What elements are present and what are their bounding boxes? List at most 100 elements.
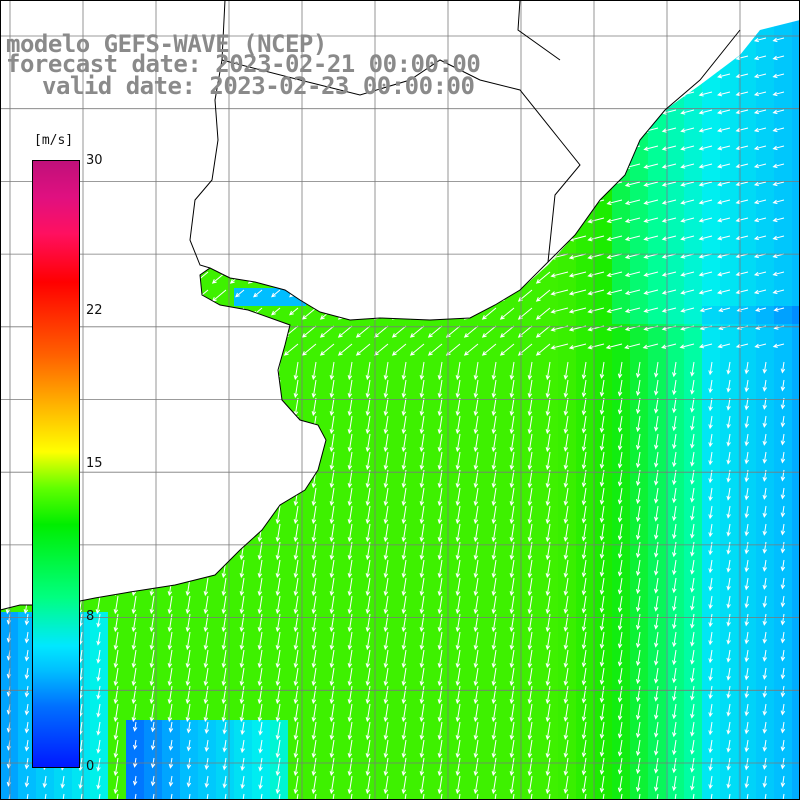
wind-arrow [680, 253, 695, 259]
wind-arrow [391, 145, 407, 158]
wind-arrow [735, 55, 749, 61]
wind-arrow [427, 181, 443, 194]
wind-arrow [617, 739, 623, 757]
wind-arrow [563, 505, 569, 524]
wind-arrow [568, 37, 587, 44]
wind-arrow [617, 361, 623, 379]
wind-arrow [103, 325, 119, 338]
wind-arrow [744, 451, 749, 465]
wind-arrow [347, 721, 353, 741]
wind-arrow [391, 127, 407, 140]
wind-arrow [473, 595, 479, 615]
wind-arrow [527, 721, 533, 741]
wind-arrow [708, 685, 713, 700]
wind-arrow [643, 163, 659, 169]
wind-arrow [581, 559, 587, 578]
wind-arrow [24, 613, 30, 626]
wind-arrow [437, 379, 443, 399]
wind-arrow [132, 757, 138, 768]
wind-arrow [527, 523, 533, 543]
wind-arrow [113, 739, 119, 759]
wind-arrow [131, 631, 137, 651]
wind-arrow [772, 20, 785, 25]
wind-arrow [437, 631, 443, 651]
wind-arrow [329, 559, 335, 579]
wind-arrow [708, 433, 713, 448]
wind-arrow [365, 775, 371, 795]
wind-arrow [257, 487, 263, 507]
wind-arrow [31, 109, 47, 122]
wind-arrow [113, 721, 119, 741]
wind-arrow [0, 217, 11, 230]
wind-arrow [383, 793, 389, 800]
wind-arrow [121, 271, 137, 284]
wind-arrow [744, 703, 749, 717]
wind-arrow [365, 631, 371, 651]
wind-arrow [473, 649, 479, 669]
wind-arrow [373, 217, 389, 230]
wind-arrow [301, 235, 317, 248]
wind-arrow [772, 145, 785, 151]
wind-arrow [744, 757, 749, 771]
wind-arrow [445, 127, 461, 140]
wind-arrow [265, 217, 281, 230]
wind-arrow [672, 757, 677, 774]
wind-arrow [329, 523, 335, 543]
wind-arrow [347, 685, 353, 705]
wind-arrow [139, 145, 155, 158]
wind-arrow [654, 649, 659, 666]
wind-arrow [735, 73, 749, 79]
wind-arrow [550, 109, 569, 116]
wind-arrow [96, 775, 101, 790]
wind-arrow [735, 343, 749, 349]
wind-arrow [535, 307, 551, 320]
wind-arrow [568, 271, 587, 278]
wind-arrow [581, 361, 587, 380]
wind-arrow [419, 559, 425, 579]
wind-arrow [473, 721, 479, 741]
wind-arrow [229, 217, 245, 230]
wind-arrow [690, 523, 695, 539]
wind-arrow [661, 199, 677, 205]
wind-arrow [167, 685, 173, 705]
wind-arrow [409, 217, 425, 230]
wind-arrow [5, 433, 11, 453]
wind-arrow [121, 163, 137, 176]
wind-arrow [329, 649, 335, 669]
wind-arrow [239, 667, 245, 687]
wind-arrow [772, 181, 785, 187]
wind-arrow [744, 649, 749, 663]
wind-arrow [708, 721, 713, 736]
wind-arrow [149, 433, 155, 453]
wind-arrow [599, 559, 605, 577]
wind-arrow [599, 667, 605, 685]
wind-arrow [23, 577, 29, 597]
wind-arrow [347, 433, 353, 453]
wind-arrow [347, 523, 353, 543]
wind-arrow [491, 703, 497, 723]
wind-arrow [275, 667, 281, 687]
wind-arrow [193, 343, 209, 356]
wind-arrow [221, 523, 227, 543]
wind-arrow [329, 613, 335, 633]
wind-arrow [635, 523, 641, 541]
wind-arrow [509, 793, 515, 800]
wind-arrow [5, 505, 11, 525]
wind-arrow [203, 649, 209, 669]
wind-arrow [257, 505, 263, 525]
wind-arrow [301, 163, 317, 176]
wind-arrow [103, 217, 119, 230]
wind-arrow [283, 271, 299, 284]
wind-arrow [221, 667, 227, 687]
wind-arrow [563, 721, 569, 740]
wind-arrow [203, 451, 209, 471]
wind-arrow [617, 505, 623, 523]
wind-arrow [419, 775, 425, 795]
wind-arrow [355, 181, 371, 194]
wind-arrow [587, 20, 605, 26]
wind-arrow [149, 379, 155, 399]
wind-arrow [175, 109, 191, 122]
wind-arrow [319, 325, 335, 338]
wind-arrow [744, 559, 749, 573]
wind-arrow [661, 271, 677, 277]
